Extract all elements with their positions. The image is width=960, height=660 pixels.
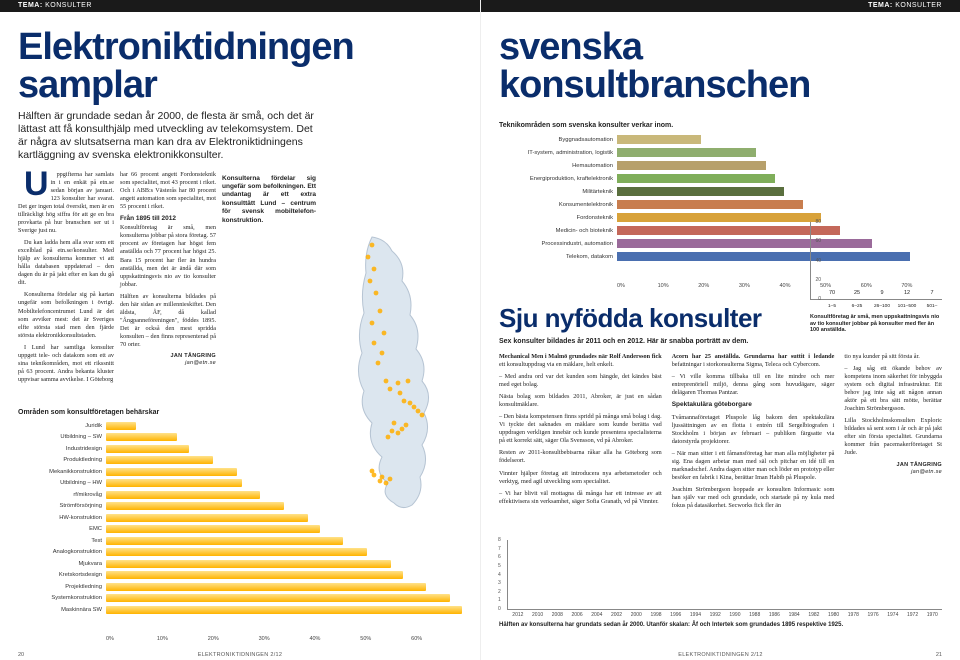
tekn-chart-title: Teknikområden som svenska konsulter verk… xyxy=(499,122,942,129)
tekn-bar-row: Byggnadsautomation xyxy=(499,133,942,146)
size-chart-caption: Konsultföretag är små, men uppskattnings… xyxy=(810,314,942,334)
tekn-bar-row: Hemautomation xyxy=(499,159,942,172)
areas-chart-title: Områden som konsultföretagen behärskar xyxy=(18,409,462,416)
left-page: TEMA: KONSULTER Elektroniktidningen samp… xyxy=(0,0,480,660)
year-chart-caption: Hälften av konsulterna har grundats seda… xyxy=(499,622,942,628)
seven-col-1: Mechanical Men i Malmö grundades när Rol… xyxy=(499,353,662,514)
areas-bar-row: Mekanikkonstruktion xyxy=(18,466,462,478)
body-col-2: har 66 procent angett Fordonsteknik som … xyxy=(120,171,216,372)
areas-bar-row: Projektledning xyxy=(18,581,462,593)
tema-bar-right: TEMA: KONSULTER xyxy=(481,0,960,12)
seven-col-2: Acorn har 25 anställda. Grundarna har su… xyxy=(672,353,835,514)
areas-bar-row: Produktledning xyxy=(18,455,462,467)
areas-bar-row: Maskinnära SW xyxy=(18,604,462,616)
right-page: TEMA: KONSULTER svenska konsultbranschen… xyxy=(480,0,960,660)
tekn-bar-row: Militärteknik xyxy=(499,185,942,198)
areas-bar-row: Juridik xyxy=(18,420,462,432)
tekn-bar-row: Konsumentelektronik xyxy=(499,198,942,211)
areas-bar-row: Strömförsörjning xyxy=(18,501,462,513)
body-col-3: Konsulterna fördelar sig ungefär som bef… xyxy=(222,171,316,227)
size-chart: 020406080 701–5256–25926–10012101–500750… xyxy=(810,222,942,334)
areas-bar-row: Test xyxy=(18,535,462,547)
callout-title: Konsulterna fördelar sig ungefär som bef… xyxy=(222,175,316,226)
areas-bar-row: Industridesign xyxy=(18,443,462,455)
areas-bar-row: Kretskortsdesign xyxy=(18,570,462,582)
tekn-bar-row: Energiproduktion, kraftelektronik xyxy=(499,172,942,185)
page-number-right: 21 xyxy=(936,652,942,658)
areas-bar-row: Utbildning – HW xyxy=(18,478,462,490)
seven-sub: Sex konsulter bildades år 2011 och en 20… xyxy=(499,338,942,347)
areas-bar-row: HW-konstruktion xyxy=(18,512,462,524)
areas-chart: Områden som konsultföretagen behärskar J… xyxy=(18,409,462,642)
areas-bar-row: rf/mikrovåg xyxy=(18,489,462,501)
headline-right: svenska konsultbranschen xyxy=(499,28,942,104)
seven-col-3: tio nya kunder på sitt första år.– Jag s… xyxy=(844,353,942,514)
seven-body: Mechanical Men i Malmö grundades när Rol… xyxy=(499,353,942,514)
tema-bar-left: TEMA: KONSULTER xyxy=(0,0,480,12)
body-col-1: Uppgifterna har samlats in i en enkät på… xyxy=(18,171,114,389)
areas-bar-row: Utbildning – SW xyxy=(18,432,462,444)
tekn-bar-row: IT-system, administration, logistik xyxy=(499,146,942,159)
headline-left: Elektroniktidningen samplar xyxy=(18,28,462,104)
areas-bar-row: Analogkonstruktion xyxy=(18,547,462,559)
areas-bar-row: EMC xyxy=(18,524,462,536)
footer-mag-right: ELEKTRONIKTIDNINGEN 2/12 xyxy=(678,652,763,658)
year-chart: 012345678 201220102008200620042002200019… xyxy=(499,540,942,632)
intro-text: Hälften är grundade sedan år 2000, de fl… xyxy=(18,110,318,163)
footer-mag-left: ELEKTRONIKTIDNINGEN 2/12 xyxy=(198,652,283,658)
areas-bar-row: Mjukvara xyxy=(18,558,462,570)
page-number-left: 20 xyxy=(18,652,24,658)
areas-bar-row: Systemkonstruktion xyxy=(18,593,462,605)
